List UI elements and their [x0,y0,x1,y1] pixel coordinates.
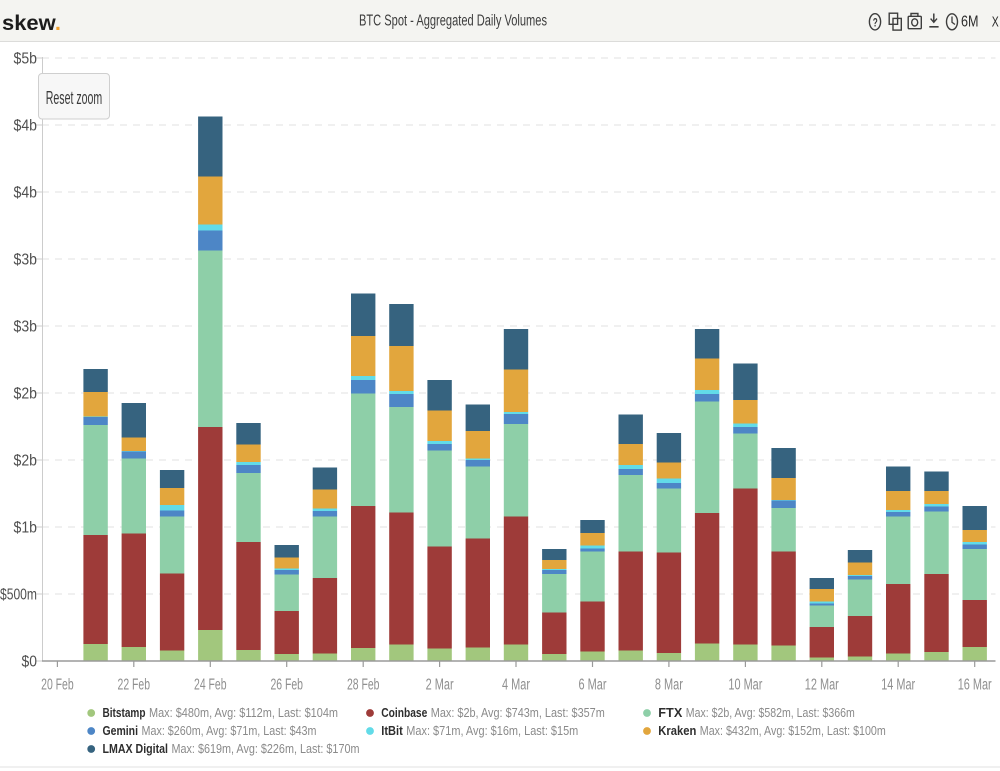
svg-text:Max: $432m, Avg: $152m, Last:: Max: $432m, Avg: $152m, Last: $100m [700,723,886,738]
svg-text:Gemini: Gemini [103,723,139,738]
svg-text:Max: $260m, Avg: $71m, Last: $: Max: $260m, Avg: $71m, Last: $43m [142,723,317,738]
svg-text:Max: $71m, Avg: $16m, Last: $1: Max: $71m, Avg: $16m, Last: $15m [406,723,578,738]
svg-text:26 Feb: 26 Feb [270,677,303,694]
svg-text:6 Mar: 6 Mar [579,677,607,694]
svg-text:$2b: $2b [14,453,38,470]
svg-text:skew.: skew. [2,12,61,35]
svg-text:Max: $480m, Avg: $112m, Last:: Max: $480m, Avg: $112m, Last: $104m [149,705,338,720]
svg-text:$4b: $4b [14,185,38,202]
svg-text:ItBit: ItBit [381,723,403,738]
svg-text:Max: $2b, Avg: $743m, Last: $3: Max: $2b, Avg: $743m, Last: $357m [431,705,605,720]
svg-text:2 Mar: 2 Mar [426,677,454,694]
svg-text:Bitstamp: Bitstamp [103,705,146,720]
svg-text:X: X [992,14,999,31]
svg-text:Max: $2b, Avg: $582m, Last: $3: Max: $2b, Avg: $582m, Last: $366m [686,705,855,720]
svg-text:$500m: $500m [0,587,37,604]
svg-text:$4b: $4b [14,118,38,135]
svg-text:$5b: $5b [14,51,38,68]
svg-text:24 Feb: 24 Feb [194,677,227,694]
svg-text:Reset zoom: Reset zoom [46,88,103,108]
svg-text:Coinbase: Coinbase [381,705,427,720]
svg-text:14 Mar: 14 Mar [881,677,915,694]
svg-text:Kraken: Kraken [658,723,696,738]
svg-text:4 Mar: 4 Mar [502,677,530,694]
svg-text:FTX: FTX [658,705,682,720]
svg-text:12 Mar: 12 Mar [805,677,839,694]
svg-text:$1b: $1b [14,520,38,537]
svg-text:LMAX Digital: LMAX Digital [103,741,169,756]
svg-text:$2b: $2b [14,386,38,403]
svg-text:10 Mar: 10 Mar [728,677,762,694]
svg-text:22 Feb: 22 Feb [118,677,151,694]
svg-text:Max: $619m, Avg: $226m, Last:: Max: $619m, Avg: $226m, Last: $170m [172,741,360,756]
svg-text:BTC Spot - Aggregated Daily Vo: BTC Spot - Aggregated Daily Volumes [359,13,547,30]
svg-text:16 Mar: 16 Mar [958,677,992,694]
svg-text:$0: $0 [22,654,38,671]
svg-text:$3b: $3b [14,319,38,336]
svg-text:$3b: $3b [14,252,38,269]
svg-text:20 Feb: 20 Feb [41,677,74,694]
svg-text:28 Feb: 28 Feb [347,677,380,694]
svg-text:8 Mar: 8 Mar [655,677,683,694]
svg-text:6M: 6M [961,14,979,31]
svg-text:?: ? [873,17,878,29]
